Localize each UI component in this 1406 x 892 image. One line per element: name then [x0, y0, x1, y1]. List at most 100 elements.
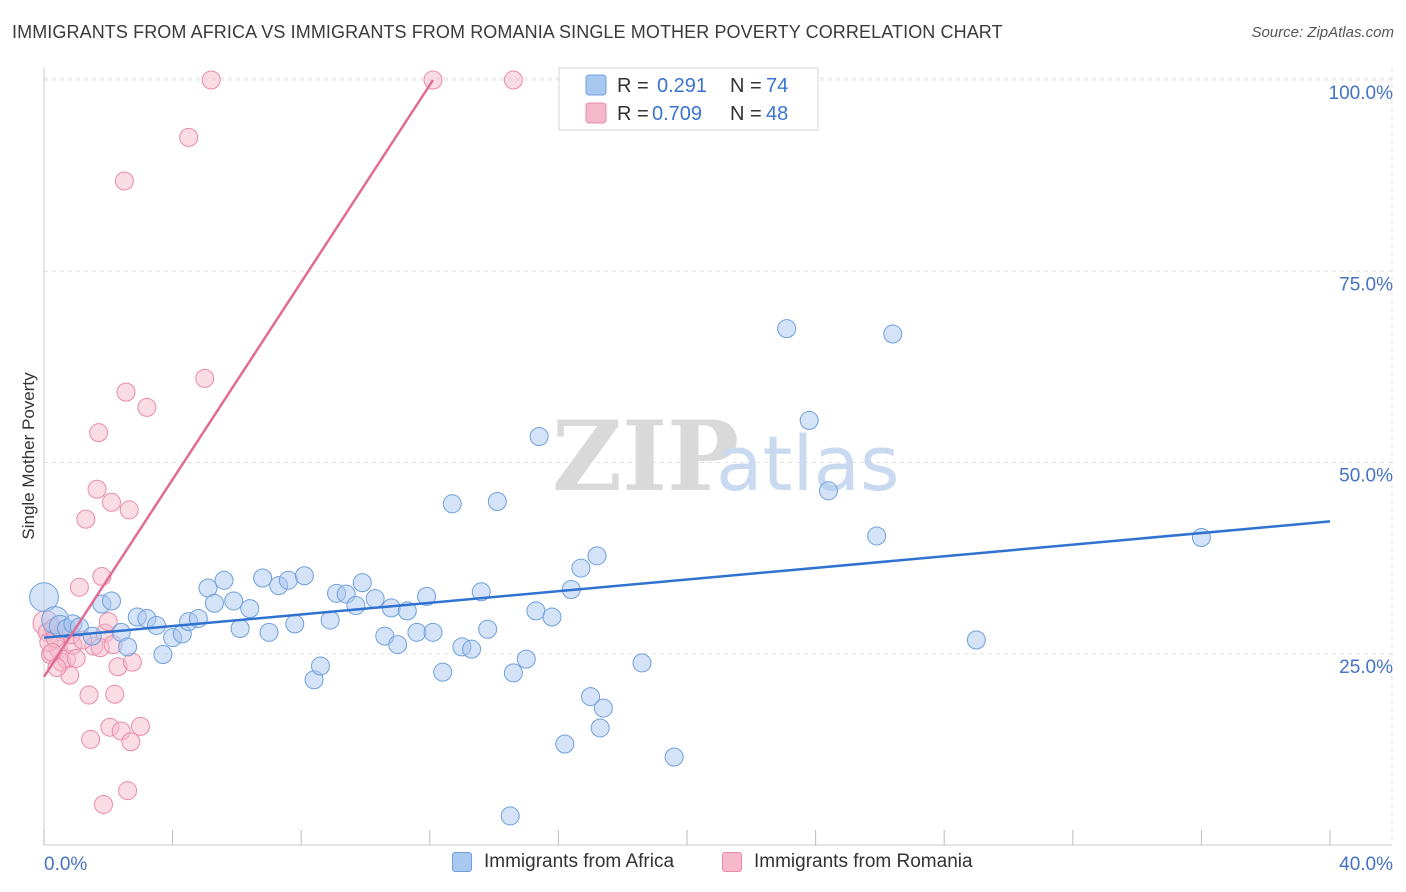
africa-point-0 [29, 582, 59, 613]
africa-point-74 [1191, 527, 1211, 547]
x-tick-label-min: 0.0% [44, 854, 87, 875]
africa-point-47 [442, 494, 462, 514]
romania-point-11 [76, 509, 96, 529]
watermark: ZIP atlas [552, 400, 900, 513]
romania-point-36 [201, 70, 221, 90]
africa-point-62 [581, 687, 601, 707]
africa-point-21 [214, 570, 234, 590]
africa-point-41 [388, 635, 408, 655]
legend-africa-r-value: 0.291 [657, 75, 707, 97]
africa-point-65 [593, 698, 613, 718]
africa-point-49 [462, 639, 482, 659]
romania-point-15 [87, 479, 107, 499]
africa-point-57 [529, 426, 549, 446]
y-tick-label-100: 100.0% [1329, 83, 1394, 104]
x-tick-label-max: 40.0% [1339, 854, 1393, 875]
africa-point-33 [320, 610, 340, 630]
africa-point-54 [503, 663, 523, 683]
africa-point-45 [423, 622, 443, 642]
y-axis-label: Single Mother Poverty [19, 372, 38, 540]
africa-point-51 [478, 619, 498, 639]
africa-point-55 [516, 649, 536, 669]
africa-point-37 [352, 573, 372, 593]
bottom-legend-africa-label: Immigrants from Africa [484, 851, 675, 872]
africa-point-56 [526, 601, 546, 621]
chart-source: Source: ZipAtlas.com [1251, 24, 1394, 41]
y-tick-label-75: 75.0% [1339, 274, 1393, 295]
trend-lines [42, 79, 1331, 678]
africa-point-13 [147, 615, 167, 635]
romania-point-30 [121, 732, 141, 752]
x-axis-ticks [43, 830, 1331, 845]
bottom-legend-africa: Immigrants from Africa [452, 851, 674, 873]
trend-line-romania [42, 79, 435, 678]
watermark-atlas: atlas [716, 419, 900, 508]
y-axis-tick-labels: 25.0% 50.0% 75.0% 100.0% [1329, 83, 1394, 678]
africa-point-71 [867, 526, 887, 546]
legend-swatch-romania [585, 102, 607, 124]
africa-point-69 [799, 410, 819, 430]
legend-romania-r-label: R = [617, 103, 649, 125]
watermark-zip: ZIP [552, 400, 739, 513]
africa-point-73 [966, 630, 986, 650]
africa-point-64 [590, 718, 610, 738]
bottom-legend-swatch-romania [722, 852, 742, 872]
romania-point-16 [89, 423, 109, 443]
legend-africa-n-value: 74 [766, 75, 788, 97]
bottom-legend-swatch-africa [452, 852, 472, 872]
romania-point-26 [114, 171, 134, 191]
romania-point-9 [66, 648, 86, 668]
romania-point-27 [116, 382, 136, 402]
chart-title: IMMIGRANTS FROM AFRICA VS IMMIGRANTS FRO… [12, 22, 1003, 42]
romania-point-12 [79, 685, 99, 705]
romania-point-33 [137, 397, 157, 417]
africa-point-24 [240, 599, 260, 619]
africa-point-23 [230, 619, 250, 639]
bottom-legend-romania: Immigrants from Romania [722, 851, 973, 873]
y-tick-label-25: 25.0% [1339, 657, 1393, 678]
legend-swatch-africa [585, 74, 607, 96]
romania-point-10 [69, 577, 89, 597]
romania-point-38 [503, 70, 523, 90]
bottom-legend-romania-label: Immigrants from Romania [754, 851, 973, 872]
romania-point-23 [105, 684, 125, 704]
africa-point-38 [365, 589, 385, 609]
romania-point-29 [119, 500, 139, 520]
africa-point-10 [118, 637, 138, 657]
gridlines [44, 68, 1393, 845]
romania-point-28 [118, 781, 138, 801]
stats-legend: R = 0.291 N = 74 R = 0.709 N = 48 [558, 67, 819, 131]
africa-point-20 [204, 593, 224, 613]
africa-point-44 [417, 586, 437, 606]
africa-point-26 [259, 622, 279, 642]
africa-point-8 [102, 591, 122, 611]
africa-point-22 [224, 591, 244, 611]
africa-point-14 [153, 645, 173, 665]
romania-point-13 [81, 729, 101, 749]
legend-romania-r-value: 0.709 [652, 103, 702, 125]
legend-africa-n-label: N = [730, 75, 762, 97]
africa-point-72 [883, 324, 903, 344]
africa-point-68 [777, 319, 797, 339]
series-africa [29, 319, 1211, 826]
africa-point-66 [632, 653, 652, 673]
romania-point-35 [195, 368, 215, 388]
africa-point-36 [346, 596, 366, 616]
africa-point-58 [542, 607, 562, 627]
africa-point-61 [571, 558, 591, 578]
africa-point-6 [82, 626, 102, 646]
bottom-legend: Immigrants from Africa Immigrants from R… [0, 851, 1406, 879]
africa-point-25 [253, 568, 273, 588]
africa-point-46 [433, 662, 453, 682]
legend-romania-n-value: 48 [766, 103, 788, 125]
series-romania [32, 70, 523, 814]
africa-point-67 [664, 747, 684, 767]
africa-point-29 [285, 614, 305, 634]
trend-line-africa [43, 520, 1331, 639]
romania-point-18 [93, 794, 113, 814]
africa-point-53 [500, 806, 520, 826]
y-tick-label-50: 50.0% [1339, 466, 1393, 487]
africa-point-70 [818, 481, 838, 501]
romania-point-34 [179, 127, 199, 147]
